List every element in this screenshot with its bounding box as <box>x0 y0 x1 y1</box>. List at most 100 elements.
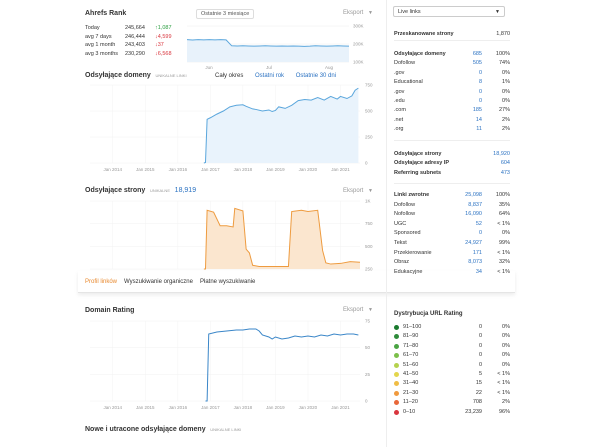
ahrefs-rank-title: Ahrefs Rank <box>85 10 127 17</box>
url-rating-percent: 0% <box>502 333 510 340</box>
tab-organic-search[interactable]: Wyszukiwanie organiczne <box>124 279 193 285</box>
ref-domain-stat-value[interactable]: 8 <box>478 79 482 86</box>
url-rating-row: 21–30 22 < 1% <box>394 390 510 398</box>
ref-domain-stat-value[interactable]: 14 <box>475 116 482 123</box>
rank-area <box>187 39 349 62</box>
backlink-stat-value[interactable]: 25,098 <box>465 192 482 198</box>
url-rating-percent: 0% <box>502 352 510 359</box>
backlink-stat-value[interactable]: 0 <box>478 230 482 237</box>
url-rating-value: 0 <box>478 361 482 368</box>
y-tick-label: 25 <box>365 372 371 377</box>
right-panel-divider <box>386 0 387 447</box>
backlink-stat-value[interactable]: 16,090 <box>465 211 482 218</box>
backlink-stat-value[interactable]: 34 <box>475 268 482 275</box>
x-tick-label: Jan 2017 <box>201 167 220 172</box>
url-rating-value: 0 <box>478 342 482 349</box>
rating-dot-icon <box>394 400 399 406</box>
y-tick-label: 250 <box>365 267 373 272</box>
ref-ip-stat-row: Odsyłające adresy IP 604 <box>394 160 510 168</box>
ref-domain-stat-row: .net 14 2% <box>394 117 510 125</box>
y-tick-label: 750 <box>365 221 373 226</box>
backlink-stat-percent: 0% <box>502 230 510 237</box>
export-label: Eksport <box>343 188 364 194</box>
ref-domain-stat-row: .edu 0 0% <box>394 98 510 106</box>
range-last-year[interactable]: Ostatni rok <box>255 73 285 79</box>
rating-dot-icon <box>394 343 399 349</box>
ref-ip-stat-value[interactable]: 18,920 <box>493 151 510 157</box>
y-tick-label: 750 <box>365 83 373 88</box>
live-links-dropdown[interactable]: Live links ▼ <box>393 6 505 17</box>
ref-domain-stat-value[interactable]: 0 <box>478 98 482 104</box>
ref-domain-stat-percent: 0% <box>502 98 510 104</box>
url-rating-percent: 0% <box>502 342 510 349</box>
ref-domain-stat-row: .gov 0 0% <box>394 70 510 78</box>
url-rating-label: 51–60 <box>403 361 419 368</box>
ref-ip-stat-label: Odsyłające adresy IP <box>394 160 450 167</box>
export-label: Eksport <box>343 307 364 313</box>
range-all-time[interactable]: Cały okres <box>215 73 244 79</box>
ref-domain-stat-value[interactable]: 185 <box>472 107 482 114</box>
ref-domain-stat-label: Dofollow <box>394 60 416 67</box>
backlink-stat-value[interactable]: 171 <box>472 249 482 256</box>
backlink-stat-value[interactable]: 8,073 <box>468 259 482 266</box>
backlink-stat-row: Przekierowanie 171 < 1% <box>394 250 510 258</box>
backlink-stat-value[interactable]: 24,927 <box>465 240 482 246</box>
indexed-pages-label: Przeskanowane strony <box>394 31 454 37</box>
rank-row-change: ↓6,568 <box>155 50 172 57</box>
url-rating-percent: 0% <box>502 361 510 368</box>
ref-domain-stat-value[interactable]: 685 <box>472 51 482 57</box>
rating-dot-icon <box>394 390 399 396</box>
backlink-stat-label: Linki zwrotne <box>394 192 430 198</box>
range-last-30-days[interactable]: Ostatnie 30 dni <box>295 73 337 79</box>
url-rating-percent: < 1% <box>497 371 510 377</box>
ahrefs-export-button[interactable]: Eksport ▼ <box>343 10 373 16</box>
domain-rating-export-button[interactable]: Eksport ▼ <box>343 307 373 313</box>
rating-dot-icon <box>394 325 399 330</box>
rank-row-change: ↑1,087 <box>155 25 172 31</box>
ref-pages-export-button[interactable]: Eksport ▼ <box>343 188 373 194</box>
ref-domain-stat-row: Dofollow 505 74% <box>394 60 510 68</box>
backlink-stat-value[interactable]: 52 <box>475 220 482 227</box>
url-rating-row: 81–90 0 0% <box>394 333 510 341</box>
ref-domain-stat-label: .org <box>394 126 404 133</box>
url-rating-label: 91–100 <box>403 324 422 330</box>
x-tick-label: Jan 2019 <box>266 405 285 410</box>
ref-domain-stat-value[interactable]: 0 <box>478 88 482 95</box>
ref-ip-stat-value[interactable]: 473 <box>500 169 510 176</box>
url-rating-title: Dystrybucja URL Rating <box>394 311 463 317</box>
ref-domain-stat-label: .gov <box>394 69 405 76</box>
ref-ip-stat-row: Odsyłające strony 18,920 <box>394 151 510 159</box>
backlink-stat-percent: 99% <box>498 240 510 246</box>
url-rating-row: 51–60 0 0% <box>394 362 510 370</box>
ref-domain-stat-percent: 0% <box>502 69 510 76</box>
url-rating-row: 41–50 5 < 1% <box>394 371 510 379</box>
backlink-stat-value[interactable]: 8,837 <box>468 201 482 208</box>
x-tick-label: Jan 2017 <box>201 405 220 410</box>
backlink-stat-row: UGC 52 < 1% <box>394 221 510 229</box>
backlink-stat-label: Tekst <box>394 240 407 246</box>
backlink-stat-percent: 64% <box>498 211 510 218</box>
rank-row: avg 3 months 230,290 ↓6,568 <box>85 51 181 60</box>
new-lost-title: Nowe i utracone odsyłające domeny <box>85 426 206 433</box>
ref-pages-line <box>203 207 361 270</box>
backlink-stat-label: Dofollow <box>394 201 416 208</box>
tab-paid-search[interactable]: Płatne wyszukiwanie <box>200 279 256 285</box>
ref-pages-chart: 1K 750 500 250 <box>90 199 373 272</box>
ref-domain-stat-label: .net <box>394 116 404 123</box>
period-button[interactable]: Ostatnie 3 miesiące <box>196 9 255 19</box>
backlink-stat-percent: 100% <box>495 192 510 198</box>
y-tick-label: 500 <box>365 244 373 249</box>
tab-link-profile[interactable]: Profil linków <box>85 279 118 285</box>
y-tick-label: 50 <box>365 345 371 350</box>
ref-domain-stat-row: .org 11 2% <box>394 126 510 134</box>
ref-domain-stat-value[interactable]: 0 <box>478 69 482 76</box>
ref-domain-stat-value[interactable]: 11 <box>476 126 482 133</box>
ref-ip-stat-value[interactable]: 604 <box>500 160 510 167</box>
ref-domain-stat-value[interactable]: 505 <box>472 60 482 67</box>
rank-row: avg 1 month 243,403 ↓37 <box>85 42 181 51</box>
ref-domain-stat-percent: 100% <box>495 51 510 57</box>
backlink-stat-row: Linki zwrotne 25,098 100% <box>394 192 510 200</box>
x-tick-label: Jan 2021 <box>331 405 350 410</box>
indexed-pages-row: Przeskanowane strony 1,870 <box>394 31 510 41</box>
x-tick-label: Jan 2020 <box>299 167 318 172</box>
